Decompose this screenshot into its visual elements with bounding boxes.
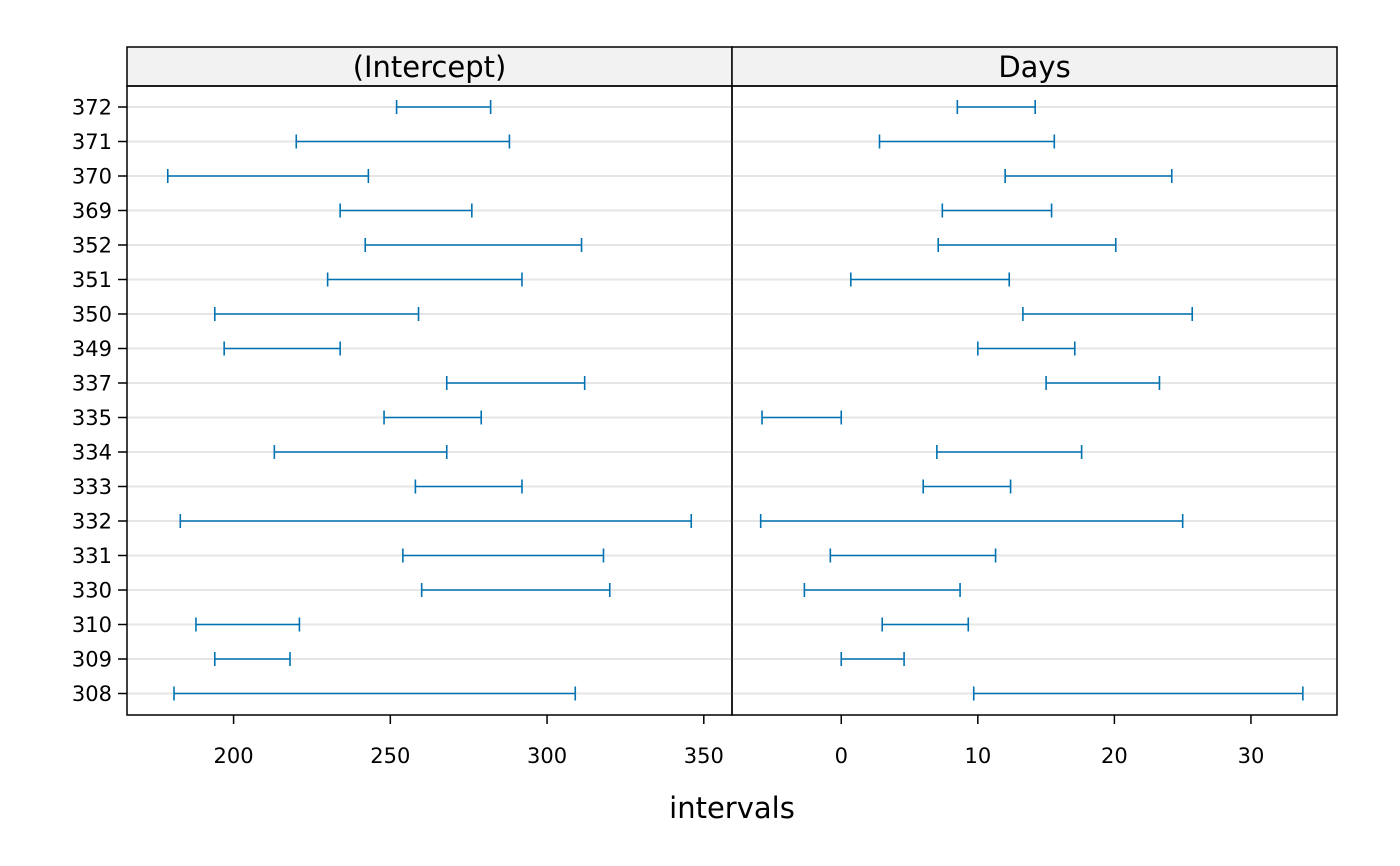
x-tick-label: 200 xyxy=(214,744,254,768)
y-tick-label: 309 xyxy=(72,648,112,672)
interval-332 xyxy=(759,514,1184,528)
interval-330 xyxy=(420,583,611,597)
interval-333 xyxy=(922,479,1012,494)
interval-334 xyxy=(936,445,1083,459)
interval-351 xyxy=(326,272,523,287)
panel-strip xyxy=(731,46,1338,87)
interval-369 xyxy=(339,203,473,218)
interval-350 xyxy=(1022,307,1194,321)
y-tick-label: 334 xyxy=(72,441,112,465)
interval-334 xyxy=(273,445,448,459)
panel-border xyxy=(731,85,1338,716)
y-tick-label: 335 xyxy=(72,406,112,430)
interval-371 xyxy=(295,134,511,149)
y-tick-label: 352 xyxy=(72,234,112,258)
y-tick-label: 370 xyxy=(72,165,112,189)
x-tick-label: 350 xyxy=(684,744,724,768)
y-tick-label: 351 xyxy=(72,268,112,292)
interval-371 xyxy=(878,134,1056,149)
panel-border xyxy=(126,85,733,716)
chart-panels: (Intercept) 200 250 300 350 Days 0 10 20 30 xyxy=(126,46,1338,768)
interval-332 xyxy=(179,514,693,528)
y-axis-labels: 372 371 370 369 352 351 350 349 337 335 334 333 332 3… xyxy=(72,96,127,706)
interval-350 xyxy=(213,307,420,321)
panel-title: Days xyxy=(998,50,1070,84)
interval-309 xyxy=(840,652,905,666)
interval-331 xyxy=(829,548,997,563)
interval-308 xyxy=(972,686,1304,701)
y-tick-label: 308 xyxy=(72,682,112,706)
interval-331 xyxy=(402,548,605,563)
x-axis-title: intervals xyxy=(669,791,795,825)
interval-372 xyxy=(956,100,1036,114)
y-tick-label: 333 xyxy=(72,475,112,499)
interval-370 xyxy=(1004,169,1173,183)
y-tick-label: 371 xyxy=(72,130,112,154)
interval-310 xyxy=(881,617,970,632)
x-tick-label: 250 xyxy=(370,744,410,768)
interval-370 xyxy=(166,169,370,183)
interval-372 xyxy=(395,100,492,114)
interval-309 xyxy=(213,652,291,666)
x-tick-label: 30 xyxy=(1238,744,1265,768)
y-tick-label: 372 xyxy=(72,96,112,120)
interval-351 xyxy=(850,272,1011,287)
interval-349 xyxy=(977,341,1076,356)
interval-337 xyxy=(1045,376,1161,390)
interval-330 xyxy=(803,583,961,597)
x-tick-label: 300 xyxy=(527,744,567,768)
panel: (Intercept) 200 250 300 350 xyxy=(126,46,733,768)
y-tick-label: 369 xyxy=(72,199,112,223)
y-tick-label: 310 xyxy=(72,613,112,637)
y-tick-label: 332 xyxy=(72,510,112,534)
y-tick-label: 331 xyxy=(72,544,112,568)
interval-310 xyxy=(195,617,301,632)
interval-349 xyxy=(223,341,341,356)
interval-369 xyxy=(941,203,1053,218)
interval-337 xyxy=(445,376,586,390)
interval-335 xyxy=(761,410,843,425)
y-tick-label: 337 xyxy=(72,372,112,396)
y-tick-label: 350 xyxy=(72,303,112,327)
interval-352 xyxy=(937,238,1117,252)
x-tick-label: 0 xyxy=(835,744,848,768)
interval-352 xyxy=(364,238,583,252)
interval-333 xyxy=(414,479,523,494)
interval-335 xyxy=(383,410,483,425)
interval-308 xyxy=(173,686,577,701)
y-tick-label: 330 xyxy=(72,579,112,603)
x-tick-label: 10 xyxy=(964,744,991,768)
panel-title: (Intercept) xyxy=(353,50,507,84)
x-tick-label: 20 xyxy=(1101,744,1128,768)
panel: Days 0 10 20 30 xyxy=(731,46,1338,768)
y-tick-label: 349 xyxy=(72,337,112,361)
